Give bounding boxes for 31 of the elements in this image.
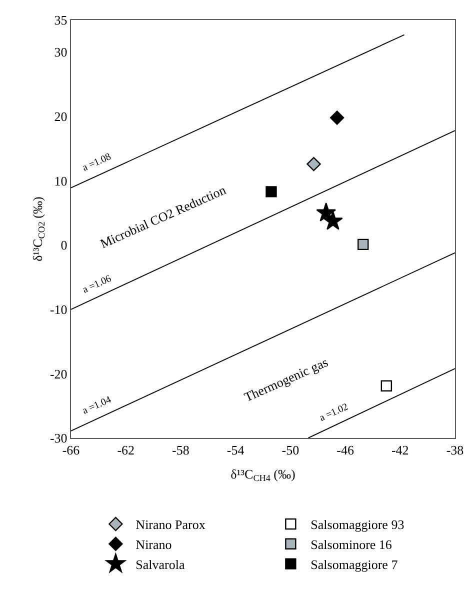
x-axis-title: δ¹³C$_{CH4}$ (‰) (230, 466, 296, 484)
text: a =1.06 (81, 273, 114, 296)
x-tick-label: -38 (446, 442, 464, 458)
y-tick-label: 0 (60, 238, 68, 253)
y-tick-label: -20 (50, 366, 68, 382)
x-tick-label: -50 (282, 442, 300, 458)
x-tick-label: -62 (117, 442, 135, 458)
legend-label: Nirano (136, 536, 172, 552)
x-tick-label: -42 (391, 442, 409, 458)
text: a =1.02 (318, 402, 350, 424)
legend-label: Salsomaggiore 7 (310, 556, 398, 572)
legend-label: Nirano Parox (136, 517, 206, 532)
y-tick-label: 30 (54, 44, 68, 60)
point (323, 210, 343, 230)
x-tick-label: -54 (226, 442, 245, 458)
point (330, 110, 344, 125)
point (380, 380, 392, 392)
y-tick-label: 20 (54, 109, 68, 124)
text: a =1.04 (80, 394, 113, 417)
y-tick-label: 35 (54, 12, 68, 28)
y-tick-label: 10 (54, 173, 68, 188)
x-tick-label: -58 (172, 442, 190, 458)
point (358, 238, 369, 250)
text: a =1.08 (80, 151, 113, 174)
point (306, 156, 321, 172)
legend-label: Salsominore 16 (310, 536, 392, 552)
point (266, 186, 277, 198)
y-tick-label: -10 (50, 302, 68, 317)
x-tick-label: -46 (336, 442, 354, 458)
legend-label: Salsomaggiore 93 (310, 517, 404, 532)
legend-label: Salvarola (136, 556, 186, 572)
